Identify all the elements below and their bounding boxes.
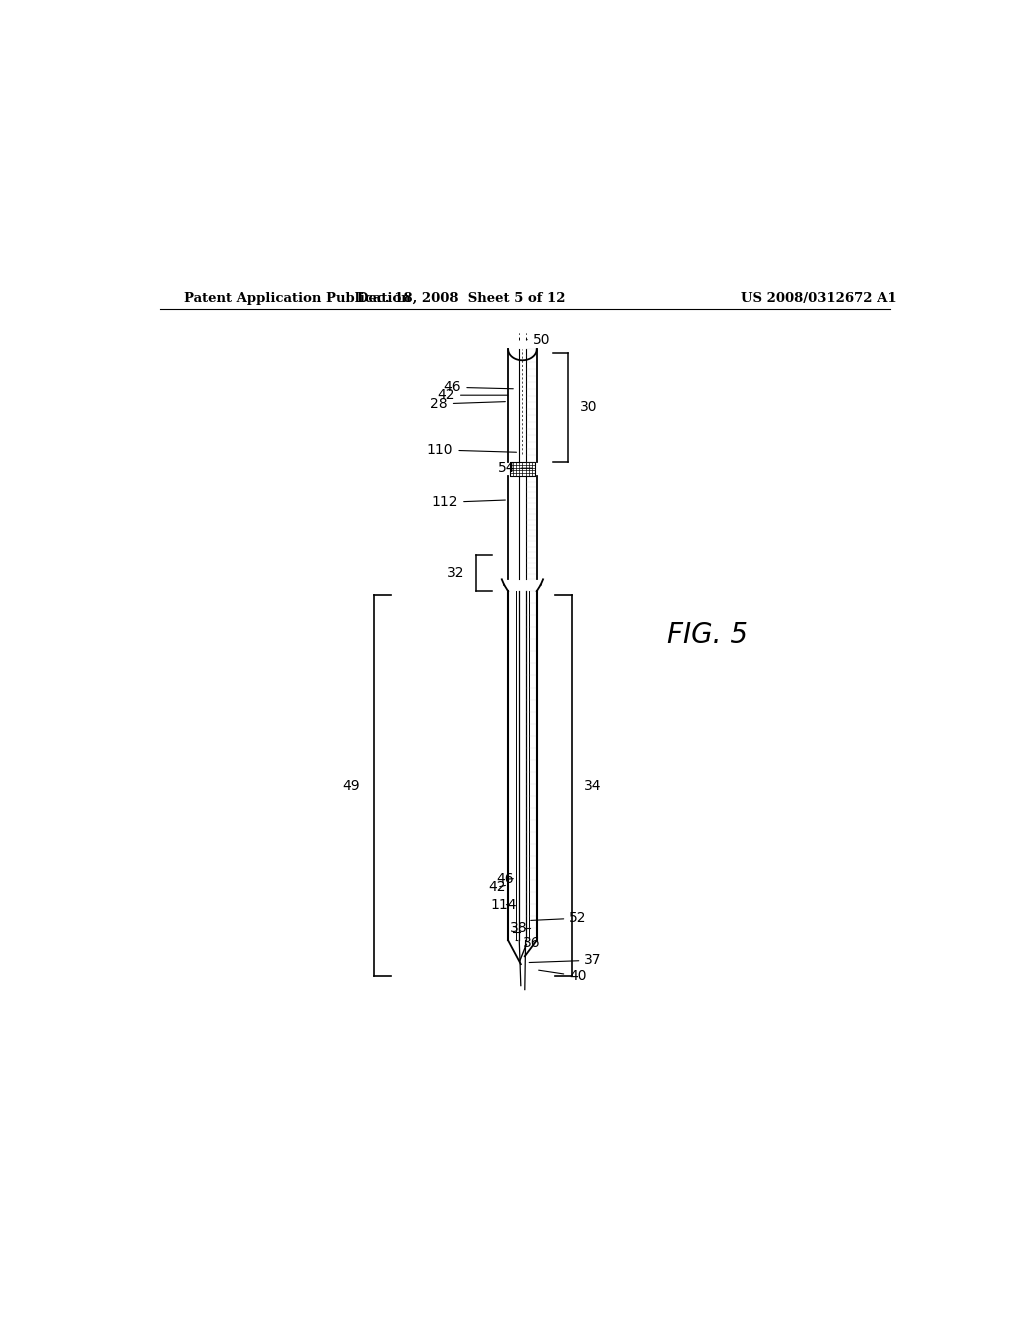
Text: 42: 42 <box>437 388 508 403</box>
Text: FIG. 5: FIG. 5 <box>667 620 748 649</box>
Text: 50: 50 <box>526 333 550 347</box>
Text: 34: 34 <box>585 779 602 792</box>
Text: US 2008/0312672 A1: US 2008/0312672 A1 <box>740 292 896 305</box>
Text: 49: 49 <box>342 779 359 792</box>
Text: 30: 30 <box>581 400 598 414</box>
Text: 37: 37 <box>529 953 602 968</box>
Text: 42: 42 <box>488 880 506 894</box>
Bar <box>510 462 536 477</box>
Text: 110: 110 <box>427 444 516 457</box>
Text: 36: 36 <box>516 936 541 950</box>
Text: 54: 54 <box>498 461 532 475</box>
Text: 40: 40 <box>539 969 587 983</box>
Text: Dec. 18, 2008  Sheet 5 of 12: Dec. 18, 2008 Sheet 5 of 12 <box>357 292 565 305</box>
Text: 32: 32 <box>447 566 465 581</box>
Text: 38: 38 <box>510 920 528 935</box>
Text: 52: 52 <box>530 911 587 925</box>
Text: 114: 114 <box>490 898 517 912</box>
Text: 46: 46 <box>496 873 514 886</box>
Text: 112: 112 <box>432 495 506 510</box>
Text: Patent Application Publication: Patent Application Publication <box>183 292 411 305</box>
Text: 46: 46 <box>443 380 513 395</box>
Text: 28: 28 <box>430 397 506 411</box>
